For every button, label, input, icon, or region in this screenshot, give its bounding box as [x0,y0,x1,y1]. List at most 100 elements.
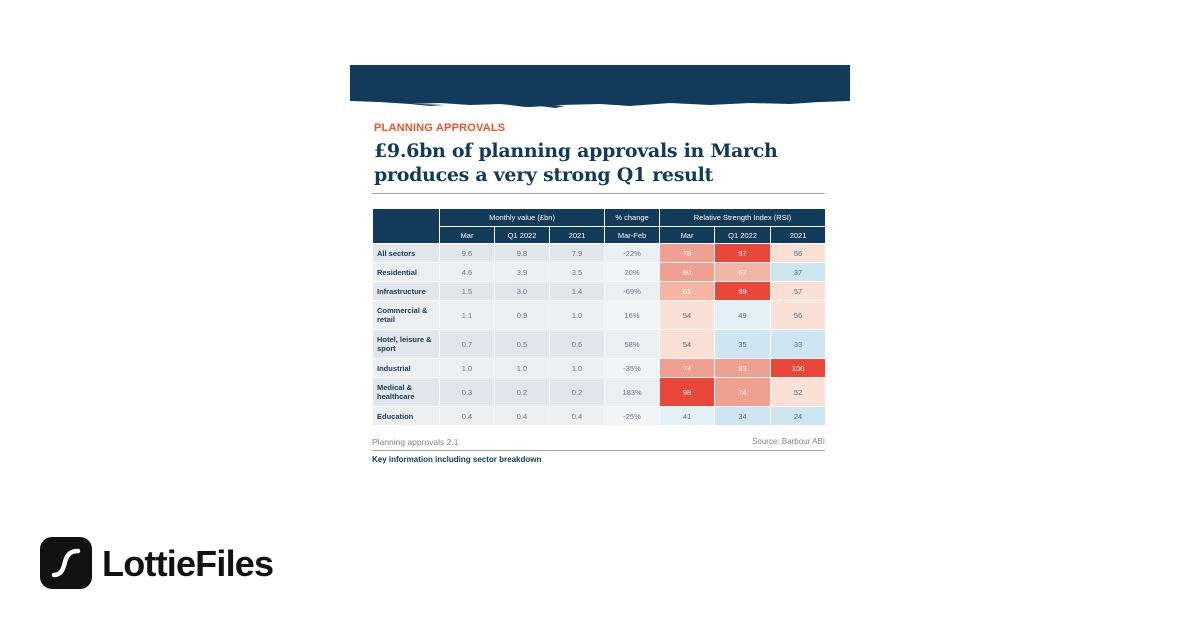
sector-label: Education [372,406,440,426]
monthly-q1-value: 0.9 [494,300,550,330]
monthly-2021-value: 1.4 [548,281,606,301]
planning-table: Monthly value (£bn) % change Relative St… [372,208,827,426]
source-credit: Source: Barbour ABI [752,437,825,446]
rsi-2021-cell: 56 [770,300,827,330]
rsi-2021-cell: 56 [770,243,827,263]
table-row: Medical & healthcare 0.3 0.2 0.2 183% 98… [372,377,827,407]
monthly-2021-value: 7.9 [548,243,606,263]
footer-divider [372,450,825,451]
rsi-q1-cell: 74 [714,377,772,407]
monthly-mar-value: 4.6 [439,262,495,282]
sector-label: Industrial [372,358,440,378]
section-kicker: PLANNING APPROVALS [374,122,506,134]
rsi-q1-cell: 83 [714,358,772,378]
monthly-mar-value: 1.0 [439,358,495,378]
rsi-mar-cell: 74 [659,358,716,378]
monthly-mar-value: 0.4 [439,406,495,426]
sub-header-row: Mar Q1 2022 2021 Mar-Feb Mar Q1 2022 202… [373,226,827,244]
table-body: All sectors 9.6 9.8 7.9 -22% 78 97 56 Re… [372,243,827,426]
banner-brush-edge [350,99,850,108]
monthly-mar-value: 1.1 [439,300,495,330]
figure-reference: Planning approvals 2.1 [372,437,459,447]
subheader-q1-2022: Q1 2022 [494,226,550,244]
monthly-q1-value: 3.9 [494,262,550,282]
sector-label: Medical & healthcare [372,377,440,407]
headline: £9.6bn of planning approvals in March pr… [374,139,834,187]
subheader-mar-feb: Mar-Feb [604,226,661,244]
table-row: Residential 4.6 3.9 3.5 20% 80 62 37 [372,262,827,282]
lottie-logo-icon [40,537,92,589]
monthly-q1-value: 3.0 [494,281,550,301]
top-banner [350,65,850,101]
table-row: Industrial 1.0 1.0 1.0 -35% 74 83 100 [372,358,827,378]
rsi-2021-cell: 52 [770,377,827,407]
rsi-mar-cell: 80 [659,262,716,282]
monthly-2021-value: 0.6 [548,329,606,359]
rsi-mar-cell: 78 [659,243,716,263]
rsi-q1-cell: 62 [714,262,772,282]
rsi-q1-cell: 99 [714,281,772,301]
monthly-q1-value: 9.8 [494,243,550,263]
table-row: Education 0.4 0.4 0.4 -25% 41 34 24 [372,406,827,426]
header-rsi: Relative Strength Index (RSI) [659,208,827,227]
percent-change-value: 58% [604,329,661,359]
monthly-q1-value: 0.2 [494,377,550,407]
monthly-mar-value: 0.3 [439,377,495,407]
subheader-2021: 2021 [548,226,606,244]
header-monthly-value: Monthly value (£bn) [438,208,606,227]
rsi-mar-cell: 54 [659,300,716,330]
sector-label: Infrastructure [372,281,440,301]
rsi-q1-cell: 35 [714,329,772,359]
header-percent-change: % change [604,208,661,227]
sector-label: Commercial & retail [372,300,440,330]
rsi-mar-cell: 54 [659,329,716,359]
percent-change-value: -22% [604,243,661,263]
monthly-q1-value: 1.0 [494,358,550,378]
rsi-2021-cell: 37 [770,262,827,282]
subheader-rsi-2021: 2021 [770,226,827,244]
monthly-2021-value: 0.2 [548,377,606,407]
rsi-mar-cell: 98 [659,377,716,407]
headline-line-2: produces a very strong Q1 result [374,164,714,186]
group-header-row: Monthly value (£bn) % change Relative St… [372,208,827,244]
rsi-2021-cell: 24 [770,406,827,426]
infographic-card: PLANNING APPROVALS £9.6bn of planning ap… [350,65,850,470]
rsi-2021-cell: 57 [770,281,827,301]
table-row: Commercial & retail 1.1 0.9 1.0 16% 54 4… [372,300,827,330]
percent-change-value: -25% [604,406,661,426]
monthly-mar-value: 9.6 [439,243,495,263]
monthly-q1-value: 0.5 [494,329,550,359]
rsi-q1-cell: 34 [714,406,772,426]
table-row: Hotel, leisure & sport 0.7 0.5 0.6 58% 5… [372,329,827,359]
rsi-q1-cell: 49 [714,300,772,330]
figure-caption: Key information including sector breakdo… [372,455,542,464]
monthly-2021-value: 1.0 [548,358,606,378]
headline-divider [372,193,825,194]
subheader-rsi-q1-2022: Q1 2022 [714,226,772,244]
rsi-mar-cell: 61 [659,281,716,301]
table-row: Infrastructure 1.5 3.0 1.4 -69% 61 99 57 [372,281,827,301]
monthly-2021-value: 1.0 [548,300,606,330]
sector-label: Residential [372,262,440,282]
headline-line-1: £9.6bn of planning approvals in March [374,140,778,162]
percent-change-value: 16% [604,300,661,330]
rsi-2021-cell: 100 [770,358,827,378]
brand-name: LottieFiles [102,543,274,584]
monthly-mar-value: 0.7 [439,329,495,359]
percent-change-value: 183% [604,377,661,407]
table-row: All sectors 9.6 9.8 7.9 -22% 78 97 56 [372,243,827,263]
monthly-q1-value: 0.4 [494,406,550,426]
rsi-mar-cell: 41 [659,406,716,426]
rsi-q1-cell: 97 [714,243,772,263]
subheader-rsi-mar: Mar [659,226,716,244]
monthly-mar-value: 1.5 [439,281,495,301]
sector-label: Hotel, leisure & sport [372,329,440,359]
percent-change-value: -35% [604,358,661,378]
monthly-2021-value: 3.5 [548,262,606,282]
corner-cell [372,208,440,244]
subheader-mar: Mar [439,226,495,244]
rsi-2021-cell: 33 [770,329,827,359]
percent-change-value: 20% [604,262,661,282]
monthly-2021-value: 0.4 [548,406,606,426]
sector-label: All sectors [372,243,440,263]
